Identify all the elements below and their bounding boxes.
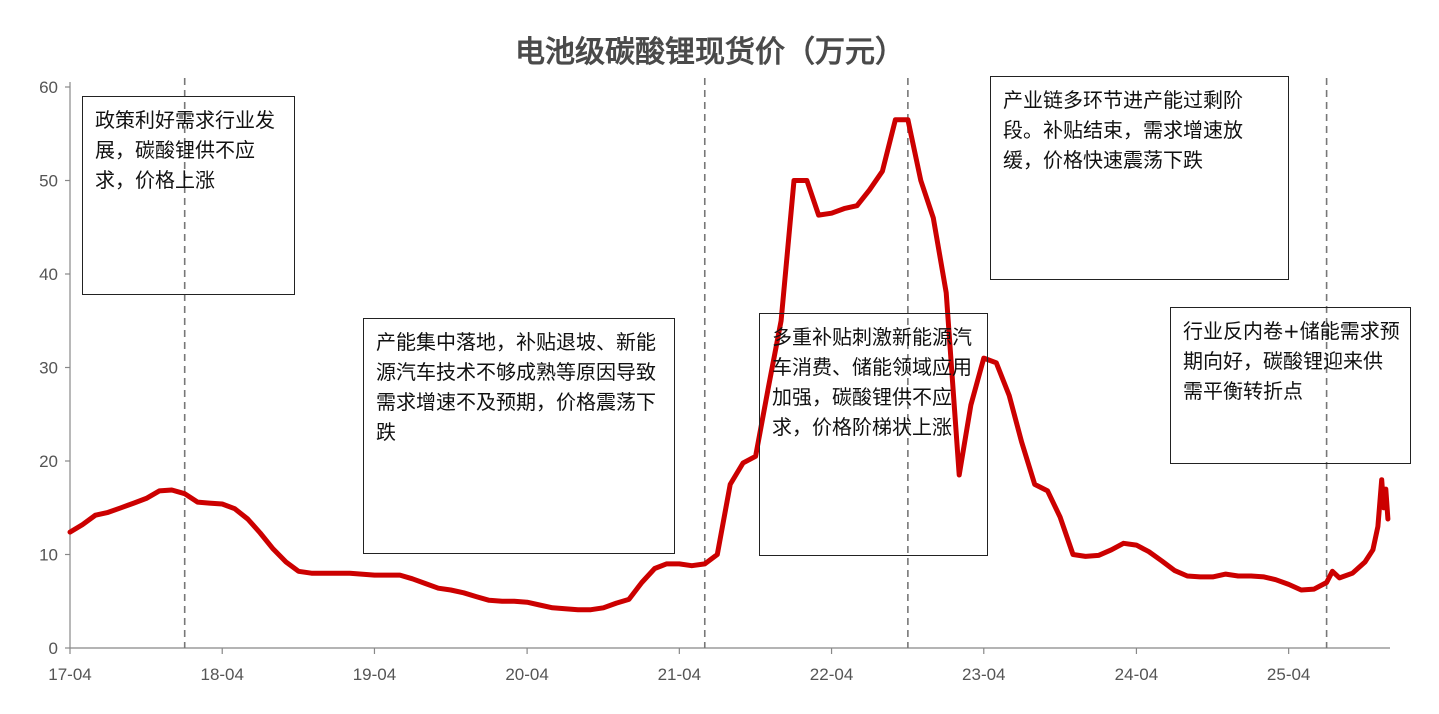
y-tick-label: 20 [39, 452, 58, 471]
axes: 0 10 20 30 40 50 60 17-04 18-04 19-04 20-04 21-04 22… [39, 78, 1390, 684]
y-tick-label: 50 [39, 172, 58, 191]
annotation-box-1: 政策利好需求行业发展，碳酸锂供不应求，价格上涨 [82, 96, 295, 295]
x-tick-label: 18-04 [200, 665, 243, 684]
x-tick-label: 23-04 [962, 665, 1005, 684]
x-tick-label: 21-04 [658, 665, 701, 684]
y-tick-label: 10 [39, 546, 58, 565]
series-layer [67, 117, 1391, 613]
chart-title: 电池级碳酸锂现货价（万元） [515, 35, 905, 70]
x-tick-label: 25-04 [1267, 665, 1310, 684]
x-tick-label: 19-04 [353, 665, 396, 684]
y-tick-label: 30 [39, 359, 58, 378]
y-tick-label: 60 [39, 78, 58, 97]
x-tick-label: 22-04 [810, 665, 853, 684]
x-tick-label: 17-04 [48, 665, 91, 684]
period-dividers [183, 78, 1328, 648]
y-tick-label: 0 [49, 639, 58, 658]
y-tick-label: 40 [39, 265, 58, 284]
annotation-box-5: 行业反内卷+储能需求预期向好，碳酸锂迎来供需平衡转折点 [1170, 307, 1411, 464]
annotation-box-3: 多重补贴刺激新能源汽车消费、储能领域应用加强，碳酸锂供不应求，价格阶梯状上涨 [759, 313, 988, 556]
x-tick-label: 20-04 [505, 665, 548, 684]
x-tick-label: 24-04 [1115, 665, 1158, 684]
price-line [67, 117, 1391, 613]
annotation-box-2: 产能集中落地，补贴退坡、新能源汽车技术不够成熟等原因导致需求增速不及预期，价格震… [363, 318, 675, 554]
annotation-box-4: 产业链多环节进产能过剩阶段。补贴结束，需求增速放缓，价格快速震荡下跌 [990, 76, 1289, 280]
